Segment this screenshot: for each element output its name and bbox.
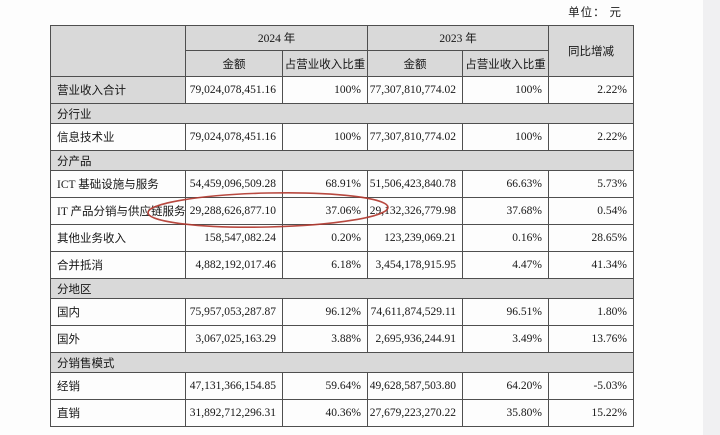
cell-share-2023: 96.51%	[462, 298, 549, 326]
row-label: 国外	[50, 325, 186, 353]
row-label: 经销	[50, 372, 186, 400]
cell-yoy: 5.73%	[548, 170, 634, 198]
section-label: 分地区	[50, 278, 634, 299]
table-row: 国外 3,067,025,163.29 3.88% 2,695,936,244.91 3…	[50, 325, 634, 353]
header-blank-cell	[50, 25, 186, 77]
table-row: ICT 基础设施与服务 54,459,096,509.28 68.91% 51,506…	[50, 170, 634, 198]
section-label: 分产品	[50, 150, 634, 171]
cell-amount-2024: 79,024,078,451.16	[185, 123, 283, 151]
revenue-breakdown-table: 2024 年 2023 年 同比增减 金额 占营业收入比重 金额 占营业收入比重…	[50, 25, 634, 427]
cell-yoy: 13.76%	[548, 325, 634, 353]
cell-share-2024: 37.06%	[282, 197, 368, 225]
header-share-2024: 占营业收入比重	[282, 50, 368, 77]
table-body: 营业收入合计 79,024,078,451.16 100% 77,307,810,77…	[50, 76, 634, 427]
cell-amount-2023: 74,611,874,529.11	[367, 298, 463, 326]
row-label: 直销	[50, 399, 186, 427]
cell-share-2024: 0.20%	[282, 224, 368, 252]
row-label: ICT 基础设施与服务	[50, 170, 186, 198]
page-edge-strip	[703, 0, 720, 435]
section-row: 分销售模式	[50, 352, 634, 373]
cell-share-2023: 37.68%	[462, 197, 549, 225]
section-row: 分产品	[50, 150, 634, 171]
cell-share-2023: 100%	[462, 123, 549, 151]
section-row: 分地区	[50, 278, 634, 299]
header-amount-2023: 金额	[367, 50, 463, 77]
cell-amount-2024: 31,892,712,296.31	[185, 399, 283, 427]
table-row-highlighted: IT 产品分销与供应链服务 29,288,626,877.10 37.06% 29,1…	[50, 197, 634, 225]
cell-amount-2024: 47,131,366,154.85	[185, 372, 283, 400]
cell-share-2024: 59.64%	[282, 372, 368, 400]
cell-share-2024: 96.12%	[282, 298, 368, 326]
cell-amount-2023: 123,239,069.21	[367, 224, 463, 252]
cell-amount-2023: 3,454,178,915.95	[367, 251, 463, 279]
cell-yoy: 28.65%	[548, 224, 634, 252]
table-row: 信息技术业 79,024,078,451.16 100% 77,307,810,774…	[50, 123, 634, 151]
table-row: 直销 31,892,712,296.31 40.36% 27,679,223,270.…	[50, 399, 634, 427]
cell-yoy: 2.22%	[548, 123, 634, 151]
table-row: 国内 75,957,053,287.87 96.12% 74,611,874,529.…	[50, 298, 634, 326]
cell-amount-2023: 27,679,223,270.22	[367, 399, 463, 427]
row-label: IT 产品分销与供应链服务	[50, 197, 186, 225]
table-row: 营业收入合计 79,024,078,451.16 100% 77,307,810,77…	[50, 76, 634, 104]
cell-yoy: -5.03%	[548, 372, 634, 400]
unit-label: 单位： 元	[568, 7, 622, 19]
header-amount-2024: 金额	[185, 50, 283, 77]
section-label: 分销售模式	[50, 352, 634, 373]
cell-amount-2023: 51,506,423,840.78	[367, 170, 463, 198]
cell-yoy: 0.54%	[548, 197, 634, 225]
section-label: 分行业	[50, 103, 634, 124]
cell-amount-2024: 54,459,096,509.28	[185, 170, 283, 198]
table-row: 合并抵消 4,882,192,017.46 6.18% 3,454,178,915.9…	[50, 251, 634, 279]
cell-yoy: 2.22%	[548, 76, 634, 104]
cell-amount-2023: 77,307,810,774.02	[367, 123, 463, 151]
row-label: 国内	[50, 298, 186, 326]
header-year-2024: 2024 年	[185, 25, 368, 51]
section-row: 分行业	[50, 103, 634, 124]
row-label: 其他业务收入	[50, 224, 186, 252]
cell-share-2023: 0.16%	[462, 224, 549, 252]
cell-amount-2024: 79,024,078,451.16	[185, 76, 283, 104]
cell-share-2024: 100%	[282, 76, 368, 104]
table-row: 其他业务收入 158,547,082.24 0.20% 123,239,069.21 0…	[50, 224, 634, 252]
row-label: 信息技术业	[50, 123, 186, 151]
cell-share-2024: 68.91%	[282, 170, 368, 198]
cell-amount-2024: 29,288,626,877.10	[185, 197, 283, 225]
cell-share-2023: 4.47%	[462, 251, 549, 279]
table-row: 经销 47,131,366,154.85 59.64% 49,628,587,503.…	[50, 372, 634, 400]
cell-share-2023: 64.20%	[462, 372, 549, 400]
cell-share-2023: 35.80%	[462, 399, 549, 427]
cell-share-2023: 100%	[462, 76, 549, 104]
cell-share-2023: 3.49%	[462, 325, 549, 353]
cell-yoy: 15.22%	[548, 399, 634, 427]
cell-amount-2023: 2,695,936,244.91	[367, 325, 463, 353]
cell-share-2023: 66.63%	[462, 170, 549, 198]
row-label: 营业收入合计	[50, 76, 186, 104]
cell-amount-2023: 77,307,810,774.02	[367, 76, 463, 104]
cell-amount-2023: 49,628,587,503.80	[367, 372, 463, 400]
cell-share-2024: 40.36%	[282, 399, 368, 427]
cell-yoy: 1.80%	[548, 298, 634, 326]
cell-amount-2024: 75,957,053,287.87	[185, 298, 283, 326]
cell-amount-2023: 29,132,326,779.98	[367, 197, 463, 225]
cell-amount-2024: 158,547,082.24	[185, 224, 283, 252]
cell-share-2024: 100%	[282, 123, 368, 151]
cell-share-2024: 6.18%	[282, 251, 368, 279]
row-label: 合并抵消	[50, 251, 186, 279]
cell-amount-2024: 3,067,025,163.29	[185, 325, 283, 353]
header-year-2023: 2023 年	[367, 25, 549, 51]
cell-amount-2024: 4,882,192,017.46	[185, 251, 283, 279]
header-yoy: 同比增减	[548, 25, 634, 77]
header-share-2023: 占营业收入比重	[462, 50, 549, 77]
cell-share-2024: 3.88%	[282, 325, 368, 353]
table-header: 2024 年 2023 年 同比增减 金额 占营业收入比重 金额 占营业收入比重	[50, 25, 634, 77]
cell-yoy: 41.34%	[548, 251, 634, 279]
